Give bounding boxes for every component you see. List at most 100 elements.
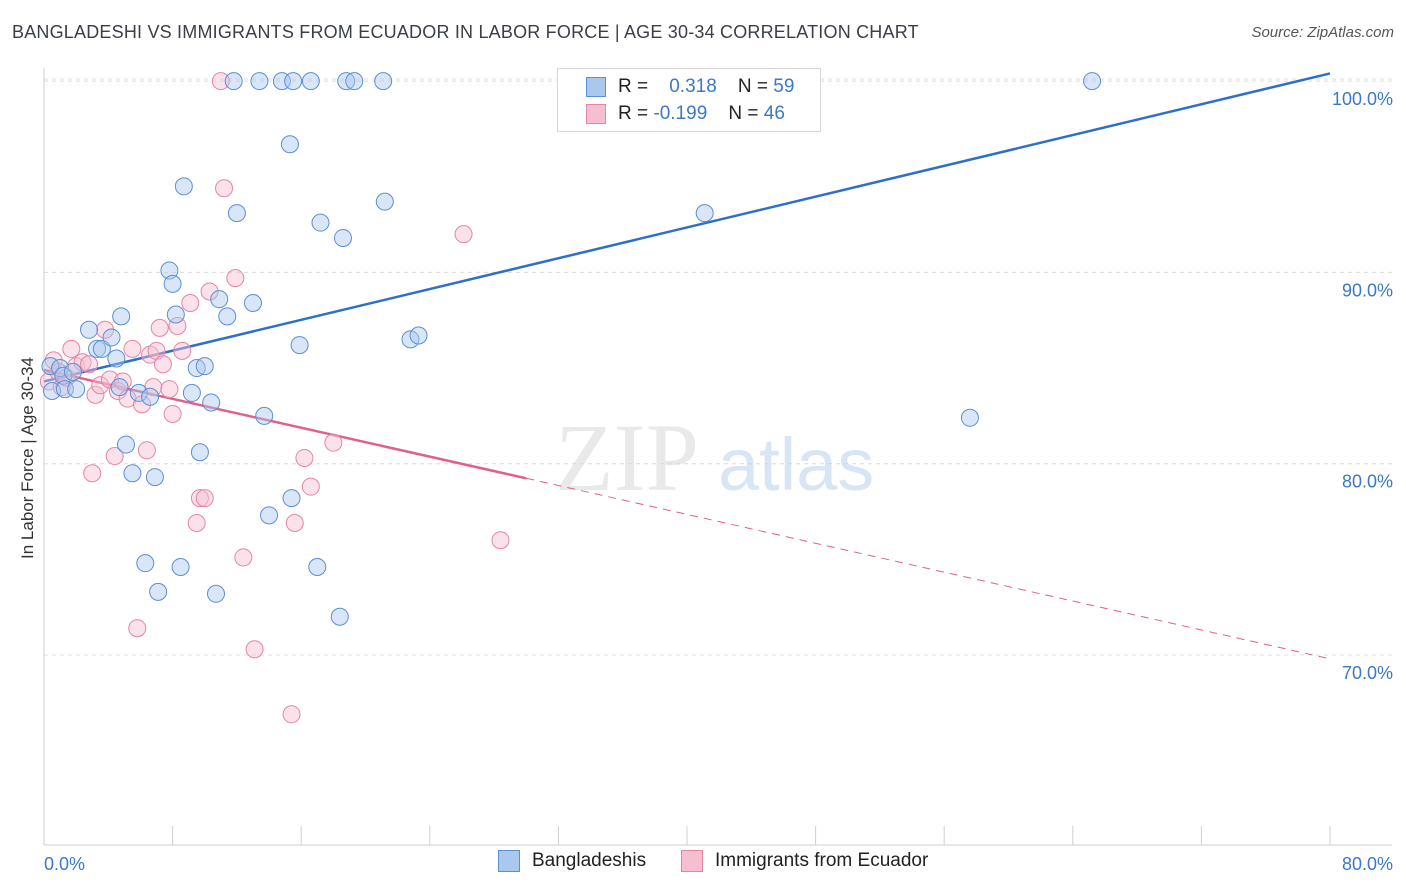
trendline-ecuador-dashed — [526, 477, 1331, 660]
point-bangladeshi — [195, 357, 214, 376]
point-bangladeshi — [182, 383, 201, 402]
point-bangladeshi — [163, 274, 182, 293]
legend-row-ecuador: R = -0.199 N = 46 — [586, 101, 785, 127]
point-bangladeshi — [110, 378, 129, 397]
legend-label-ecuador: Immigrants from Ecuador — [715, 850, 929, 871]
point-ecuador — [295, 448, 314, 467]
point-bangladeshi — [102, 328, 121, 347]
point-ecuador — [301, 477, 320, 496]
legend-n-label: N = — [737, 76, 769, 97]
point-bangladeshi — [224, 72, 243, 91]
legend-label-bangladeshis: Bangladeshis — [532, 850, 647, 871]
watermark-atlas: atlas — [718, 423, 874, 506]
watermark-zip: ZIP — [555, 404, 699, 511]
legend-item-ecuador: Immigrants from Ecuador — [681, 850, 928, 872]
point-ecuador — [163, 404, 182, 423]
point-ecuador — [234, 548, 253, 567]
point-ecuador — [454, 225, 473, 244]
point-bangladeshi — [123, 464, 142, 483]
point-ecuador — [195, 489, 214, 508]
point-bangladeshi — [308, 558, 327, 577]
legend-n-value: 46 — [763, 103, 785, 124]
point-ecuador — [324, 433, 343, 452]
point-bangladeshi — [202, 393, 221, 412]
point-ecuador — [52, 378, 71, 397]
point-bangladeshi — [409, 326, 428, 345]
y-tick-label: 70.0% — [1342, 663, 1393, 683]
point-ecuador — [105, 447, 124, 466]
point-bangladeshi — [301, 72, 320, 91]
point-bangladeshi — [218, 307, 237, 326]
point-bangladeshi — [190, 443, 209, 462]
point-bangladeshi — [145, 468, 164, 487]
y-axis-label: In Labor Force | Age 30-34 — [18, 357, 37, 559]
stats-legend: R = 0.318 N = 59 R = -0.199 N = 46 — [557, 68, 821, 132]
x-tick-label: 0.0% — [44, 854, 85, 874]
point-ecuador — [181, 294, 200, 313]
point-bangladeshi — [160, 261, 179, 280]
point-ecuador — [73, 353, 92, 372]
point-bangladeshi — [330, 607, 349, 626]
point-bangladeshi — [174, 177, 193, 196]
point-ecuador — [211, 72, 230, 91]
series-legend: Bangladeshis Immigrants from Ecuador — [0, 850, 1406, 878]
y-tick-labels: 70.0% 80.0% 90.0% 100.0% — [1332, 89, 1393, 683]
point-bangladeshi — [1083, 72, 1102, 91]
point-bangladeshi — [250, 72, 269, 91]
legend-r-value: -0.199 — [653, 103, 708, 124]
chart-title: BANGLADESHI VS IMMIGRANTS FROM ECUADOR I… — [12, 22, 919, 42]
x-tick-labels: 0.0% 80.0% — [44, 854, 1393, 874]
point-ecuador — [86, 385, 105, 404]
point-ecuador — [160, 380, 179, 399]
point-bangladeshi — [243, 294, 262, 313]
point-ecuador — [200, 282, 219, 301]
point-ecuador — [150, 318, 169, 337]
point-bangladeshi — [141, 387, 160, 406]
trend-lines — [43, 72, 1331, 660]
legend-n-value: 59 — [773, 76, 795, 97]
legend-item-bangladeshis: Bangladeshis — [498, 850, 646, 872]
point-ecuador — [245, 640, 264, 659]
point-ecuador — [187, 514, 206, 533]
point-bangladeshi — [333, 228, 352, 247]
legend-swatch-pink — [586, 104, 606, 124]
x-tick-label: 80.0% — [1342, 854, 1393, 874]
point-bangladeshi — [136, 554, 155, 573]
grid-lines — [44, 78, 1392, 656]
point-ecuador — [83, 464, 102, 483]
point-bangladeshi — [290, 336, 309, 355]
point-bangladeshi — [166, 305, 185, 324]
point-ecuador — [44, 351, 63, 370]
legend-swatch-blue — [586, 77, 606, 97]
point-bangladeshi — [92, 339, 111, 358]
point-ecuador — [190, 489, 209, 508]
point-ecuador — [168, 316, 187, 335]
point-bangladeshi — [284, 72, 303, 91]
point-bangladeshi — [345, 72, 364, 91]
point-bangladeshi — [227, 204, 246, 223]
point-ecuador — [153, 355, 172, 374]
legend-swatch-pink — [681, 850, 703, 872]
point-ecuador — [215, 179, 234, 198]
point-ecuador — [285, 514, 304, 533]
point-bangladeshi — [171, 558, 190, 577]
point-ecuador — [173, 341, 192, 360]
trendline-bangladeshis — [43, 72, 1331, 383]
legend-r-value: 0.318 — [669, 76, 717, 97]
point-ecuador — [128, 619, 147, 638]
point-bangladeshi — [960, 408, 979, 427]
point-bangladeshi — [280, 135, 299, 154]
legend-n-label: N = — [728, 103, 759, 124]
point-bangladeshi — [129, 383, 148, 402]
point-ecuador — [123, 339, 142, 358]
point-bangladeshi — [54, 366, 73, 385]
point-ecuador — [62, 339, 81, 358]
point-bangladeshi — [67, 380, 86, 399]
source-label: Source: ZipAtlas.com — [1251, 24, 1394, 41]
point-ecuador — [491, 531, 510, 550]
axes — [43, 68, 1392, 846]
point-ecuador — [226, 269, 245, 288]
point-ecuador — [80, 355, 99, 374]
y-tick-label: 100.0% — [1332, 89, 1393, 109]
